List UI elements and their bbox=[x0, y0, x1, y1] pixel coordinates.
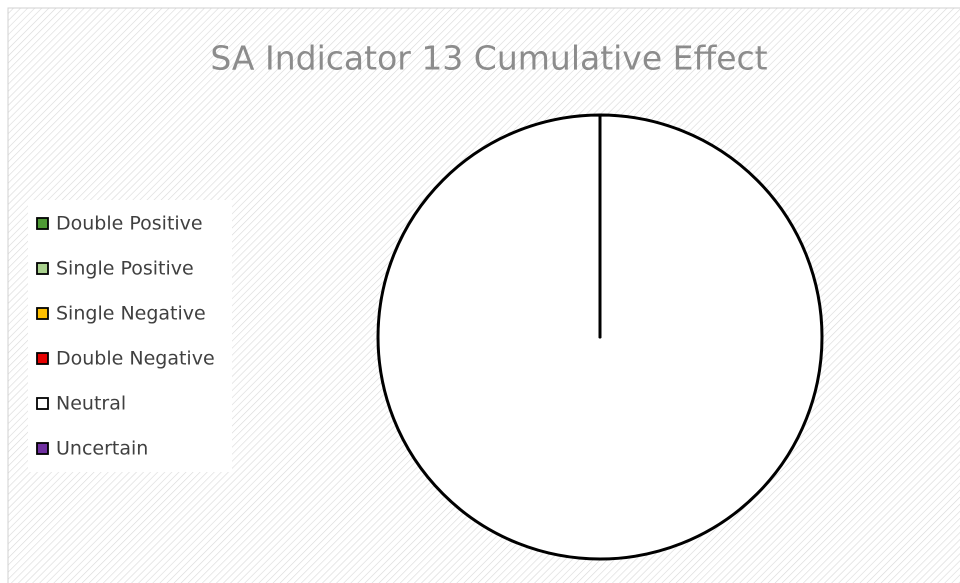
legend-label: Double Positive bbox=[56, 213, 203, 235]
legend-label: Single Negative bbox=[56, 303, 206, 325]
legend-box bbox=[28, 200, 232, 472]
legend-marker bbox=[36, 307, 49, 320]
legend-label: Neutral bbox=[56, 393, 126, 415]
chart-title: SA Indicator 13 Cumulative Effect bbox=[210, 39, 767, 78]
legend-label: Uncertain bbox=[56, 438, 148, 460]
legend-marker bbox=[36, 442, 49, 455]
legend-marker bbox=[36, 352, 49, 365]
legend-marker bbox=[36, 397, 49, 410]
legend-marker bbox=[36, 262, 49, 275]
legend-label: Single Positive bbox=[56, 258, 194, 280]
legend-marker bbox=[36, 217, 49, 230]
legend-label: Double Negative bbox=[56, 348, 215, 370]
